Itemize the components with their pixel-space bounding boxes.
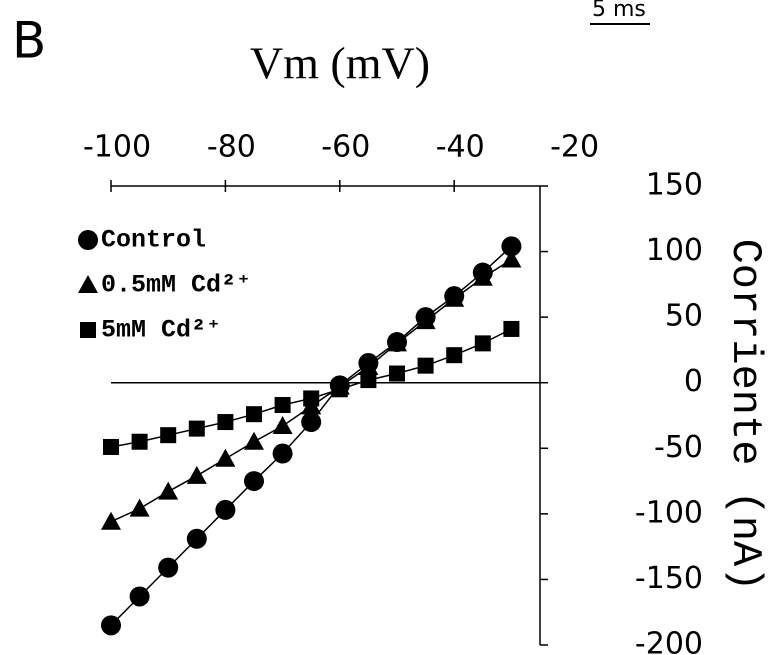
marker <box>215 499 236 520</box>
marker <box>474 335 491 352</box>
x-tick-label: -60 <box>321 130 370 165</box>
marker <box>301 412 322 433</box>
legend-label: 5mM Cd²⁺ <box>101 316 221 345</box>
marker <box>360 372 377 389</box>
legend-label: 0.5mM Cd²⁺ <box>101 271 251 300</box>
marker <box>389 365 405 382</box>
panel-label: B <box>12 12 46 70</box>
marker <box>101 511 121 530</box>
y-axis-label: Corriente (nA) <box>721 239 769 592</box>
marker <box>158 557 179 578</box>
marker <box>331 381 348 398</box>
marker <box>186 465 207 484</box>
y-tick-label: -150 <box>635 561 703 596</box>
marker <box>158 481 179 500</box>
marker <box>272 415 293 434</box>
marker <box>501 236 522 257</box>
marker <box>129 498 150 517</box>
y-tick-label: -200 <box>635 627 703 655</box>
scale-label: 5 ms <box>592 0 646 22</box>
y-tick-label: 100 <box>646 233 703 268</box>
marker <box>503 320 520 337</box>
y-tick-label: -100 <box>635 495 703 530</box>
marker <box>272 443 293 464</box>
x-axis-label: Vm (mV) <box>250 38 430 89</box>
x-tick-label: -20 <box>550 130 599 165</box>
legend-marker <box>80 322 96 338</box>
x-tick-label: -40 <box>436 130 485 165</box>
y-tick-label: 0 <box>684 364 703 399</box>
y-tick-label: -50 <box>654 430 703 465</box>
legend-label: Control <box>101 226 206 255</box>
marker <box>103 438 119 455</box>
marker <box>444 288 465 307</box>
marker <box>387 333 407 352</box>
marker <box>274 397 291 414</box>
marker <box>217 414 234 431</box>
marker <box>129 586 150 607</box>
marker <box>358 356 379 375</box>
marker <box>244 471 264 492</box>
legend-marker <box>78 230 98 250</box>
marker <box>160 427 177 444</box>
x-tick-label: -80 <box>207 130 256 165</box>
marker <box>188 420 205 437</box>
marker <box>501 249 522 268</box>
x-tick-label: -100 <box>83 130 151 165</box>
marker <box>446 347 463 364</box>
marker <box>101 615 121 636</box>
marker <box>186 528 207 549</box>
marker <box>244 431 264 450</box>
marker <box>417 357 434 374</box>
marker <box>131 433 148 450</box>
marker <box>415 311 436 330</box>
marker <box>215 448 236 467</box>
y-tick-label: 50 <box>665 299 703 334</box>
marker <box>246 406 262 423</box>
y-tick-label: 150 <box>646 168 703 203</box>
marker <box>472 267 493 286</box>
legend-marker <box>78 275 98 293</box>
marker <box>303 390 320 407</box>
